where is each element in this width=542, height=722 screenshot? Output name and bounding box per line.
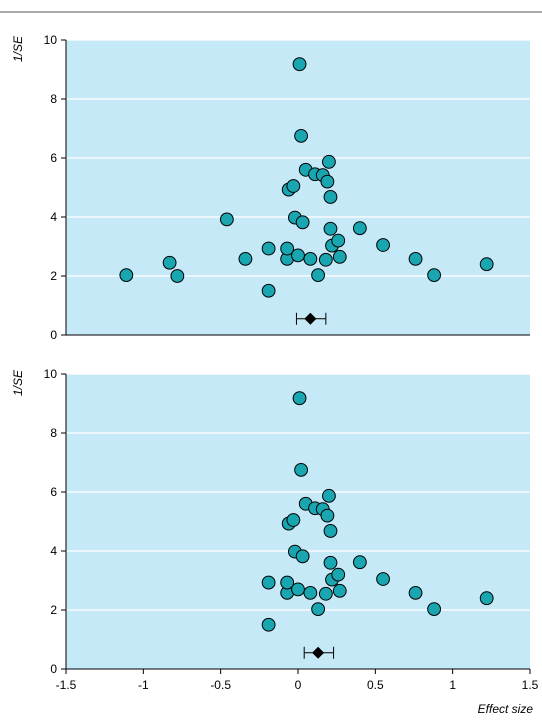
data-point: [261, 283, 276, 298]
x-tick-label: 0: [295, 678, 302, 692]
y-tick-label: 2: [50, 603, 57, 617]
data-point: [162, 255, 177, 270]
data-point: [292, 57, 307, 72]
data-point: [352, 221, 367, 236]
data-point: [352, 555, 367, 570]
data-point: [303, 251, 318, 266]
data-point: [323, 221, 338, 236]
y-tick-label: 6: [50, 151, 57, 165]
y-tick-label: 6: [50, 485, 57, 499]
panel-1: 0 2 4 6 8 10 1/SE: [11, 33, 530, 342]
data-point: [261, 241, 276, 256]
data-point: [479, 591, 494, 606]
estimate-diamond: [312, 646, 325, 659]
data-point: [311, 602, 326, 617]
data-point: [119, 268, 134, 283]
data-point: [331, 233, 346, 248]
data-point: [295, 215, 310, 230]
pooled-estimate: [303, 646, 335, 659]
y-tick-label: 8: [50, 426, 57, 440]
data-point: [322, 488, 336, 503]
y-tick-label: 10: [44, 367, 58, 381]
data-point: [332, 249, 347, 264]
data-point: [280, 575, 295, 590]
estimate-diamond: [304, 312, 317, 325]
y-tick-label: 4: [50, 210, 57, 224]
y-tick-label: 0: [50, 662, 57, 676]
x-tick-label: 0.5: [367, 678, 384, 692]
data-point: [291, 582, 305, 597]
data-point: [323, 524, 338, 538]
data-point: [320, 174, 335, 189]
data-point: [323, 190, 338, 204]
data-point: [286, 179, 301, 193]
x-tick-label: 1: [449, 678, 456, 692]
data-point: [322, 154, 336, 169]
data-point: [238, 251, 253, 266]
data-point: [291, 248, 305, 263]
data-point: [331, 567, 346, 582]
data-point: [294, 462, 308, 477]
data-point: [219, 212, 234, 227]
data-point: [311, 268, 326, 283]
data-point: [292, 391, 307, 406]
data-point: [318, 586, 333, 601]
data-point: [479, 257, 494, 272]
data-point: [376, 238, 390, 252]
data-point: [408, 585, 423, 600]
y-tick-label: 0: [50, 328, 57, 342]
data-point: [427, 268, 442, 283]
data-point: [286, 513, 301, 527]
x-tick-label: -1.5: [56, 678, 77, 692]
data-point: [427, 602, 442, 617]
y-tick-label: 8: [50, 92, 57, 106]
data-point: [280, 241, 295, 256]
y-tick-label: 4: [50, 544, 57, 558]
data-point: [170, 269, 185, 283]
data-point: [294, 128, 308, 143]
x-axis-title: Effect size: [478, 702, 534, 716]
x-tick-label: 1.5: [522, 678, 539, 692]
y-tick-label: 10: [44, 33, 58, 47]
data-point: [261, 617, 276, 632]
data-point: [318, 252, 333, 267]
pooled-estimate: [295, 312, 327, 325]
x-tick-label: -1: [138, 678, 149, 692]
data-point: [408, 251, 423, 266]
data-point: [295, 549, 310, 564]
data-point: [332, 583, 347, 598]
x-tick-label: -0.5: [210, 678, 231, 692]
data-point: [323, 555, 338, 570]
y-axis-title: 1/SE: [11, 35, 25, 62]
data-point: [376, 572, 390, 586]
panel-2: 0 2 4 6 8 10 -1.5 -1 -0.5 0 0.5 1 1.5 1/SE Effect size: [11, 367, 539, 716]
data-point: [303, 585, 318, 600]
data-point: [261, 575, 276, 590]
y-tick-label: 2: [50, 269, 57, 283]
y-axis-title: 1/SE: [11, 369, 25, 396]
data-point: [320, 508, 335, 523]
